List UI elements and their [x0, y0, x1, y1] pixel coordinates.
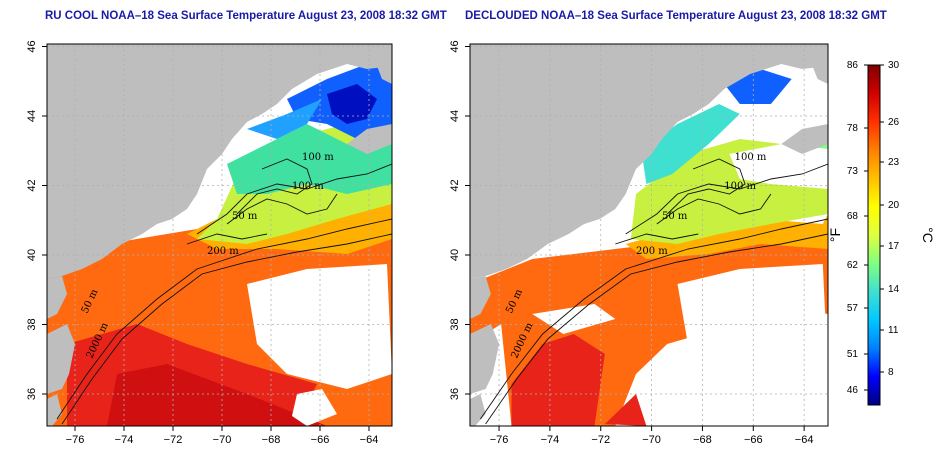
- x-tick-label: −72: [591, 434, 610, 446]
- x-tick-label: −64: [795, 434, 814, 446]
- x-tick-label: −66: [744, 434, 763, 446]
- colorbar-f-label: 68: [847, 211, 859, 222]
- land-mainland: [47, 44, 392, 279]
- colorbar-c-label: 8: [888, 367, 894, 378]
- map-frame: [46, 43, 393, 427]
- sst-hottest-region: [107, 364, 327, 426]
- contour-100m-a: [196, 163, 392, 235]
- contour-label: 100 m: [292, 181, 324, 192]
- temperature-colorbar: 86 78 73 68 62 57 51 46 30 26 23 20 17 14 11 8 °F °C: [827, 60, 936, 406]
- contour-label: 100 m: [735, 152, 767, 163]
- contour-label: 100 m: [302, 152, 334, 163]
- land-delmarva: [470, 324, 500, 394]
- celsius-unit-label: °C: [920, 227, 936, 243]
- cloud-patch-south-east: [677, 264, 828, 389]
- land-nova-scotia: [781, 124, 828, 154]
- y-tick-label: 44: [449, 110, 461, 122]
- land-cape-breton: [377, 62, 392, 84]
- land-long-island: [47, 276, 67, 319]
- x-tick-label: −74: [115, 434, 134, 446]
- sst-cool-region: [641, 104, 740, 184]
- contour-100m-a: [625, 163, 828, 235]
- y-tick-label: 36: [449, 388, 461, 400]
- contour-50m-b: [615, 233, 699, 245]
- sst-cold-edge: [247, 99, 322, 139]
- x-tick-label: −66: [311, 434, 330, 446]
- colorbar-c-label: 26: [888, 117, 900, 128]
- colorbar-c-label: 23: [888, 157, 900, 168]
- right-panel-title: DECLOUDED NOAA–18 Sea Surface Temperatur…: [465, 10, 887, 22]
- colorbar-f-label: 57: [847, 303, 859, 314]
- y-tick-label: 46: [26, 40, 38, 52]
- land-mainland: [470, 44, 828, 279]
- y-tick-label: 38: [449, 318, 461, 330]
- land-virginia: [470, 394, 486, 426]
- map-frame: [469, 43, 829, 427]
- sst-orange-band: [625, 214, 828, 259]
- y-tick-label: 40: [449, 249, 461, 261]
- x-tick-label: −72: [164, 434, 183, 446]
- colorbar-f-label: 51: [847, 349, 859, 360]
- fahrenheit-unit-label: °F: [827, 228, 843, 242]
- contour-100m-b: [656, 193, 772, 225]
- land-nova-scotia: [347, 124, 392, 154]
- colorbar-c-label: 14: [888, 284, 900, 295]
- land-delmarva: [47, 324, 75, 394]
- x-tick-label: −68: [262, 434, 281, 446]
- colorbar-f-label: 86: [847, 60, 859, 71]
- contour-50m-a: [666, 158, 746, 215]
- x-tick-label: −64: [360, 434, 379, 446]
- land-virginia: [47, 394, 62, 426]
- contour-label: 50 m: [232, 211, 258, 222]
- sst-hot-region: [511, 334, 605, 426]
- colorbar-f-label: 78: [847, 123, 859, 134]
- contour-label: 50 m: [662, 211, 688, 222]
- colorbar-gradient: [867, 64, 881, 406]
- colorbar-c-label: 30: [888, 60, 900, 71]
- sst-hot-patch: [604, 394, 647, 426]
- y-tick-label: 46: [449, 40, 461, 52]
- left-panel-title: RU COOL NOAA–18 Sea Surface Temperature …: [45, 10, 447, 22]
- x-tick-label: −76: [490, 434, 509, 446]
- land-cape-breton: [812, 62, 828, 84]
- cloud-gap-1: [729, 144, 828, 189]
- contour-50m-a: [236, 158, 313, 215]
- x-tick-label: −70: [642, 434, 661, 446]
- land-long-island: [470, 276, 491, 319]
- colorbar-c-label: 20: [888, 200, 900, 211]
- colorbar-f-label: 73: [847, 166, 859, 177]
- contour-200m: [56, 218, 392, 420]
- y-tick-label: 44: [26, 110, 38, 122]
- cloud-patch-small: [292, 389, 337, 426]
- x-tick-label: −68: [693, 434, 712, 446]
- y-tick-label: 36: [26, 388, 38, 400]
- sst-coldest-region: [327, 84, 377, 124]
- contour-2000m: [485, 233, 828, 425]
- colorbar-f-label: 46: [847, 385, 859, 396]
- colorbar-f-label: 62: [847, 260, 859, 271]
- contour-100m-b: [226, 193, 338, 225]
- contour-50m-b: [186, 233, 268, 245]
- cloud-gap-2: [532, 304, 616, 334]
- contour-label: 200 m: [207, 246, 239, 257]
- colorbar-c-label: 17: [888, 241, 900, 252]
- contour-label: 100 m: [724, 181, 756, 192]
- contour-200m: [480, 218, 828, 420]
- x-tick-label: −74: [541, 434, 560, 446]
- contour-2000m: [61, 233, 392, 425]
- y-tick-label: 42: [449, 179, 461, 191]
- y-tick-label: 38: [26, 318, 38, 330]
- contour-label: 200 m: [636, 246, 668, 257]
- x-tick-label: −76: [66, 434, 85, 446]
- x-tick-label: −70: [213, 434, 232, 446]
- cloud-patch-south-east: [247, 264, 392, 389]
- y-tick-label: 42: [26, 179, 38, 191]
- colorbar-c-label: 11: [888, 325, 899, 336]
- y-tick-label: 40: [26, 249, 38, 261]
